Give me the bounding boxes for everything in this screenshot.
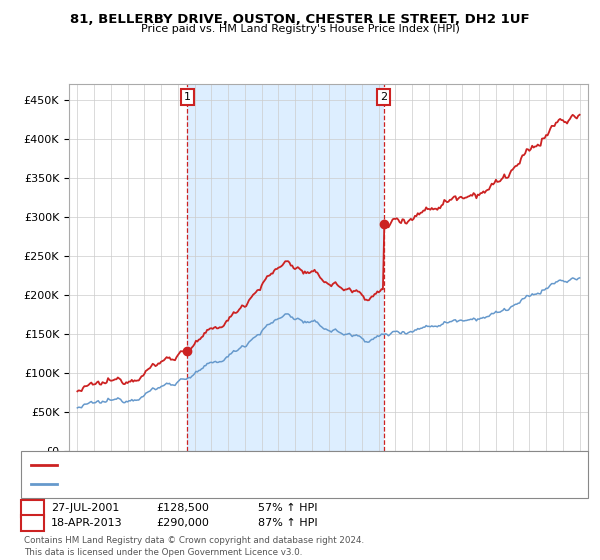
Text: 57% ↑ HPI: 57% ↑ HPI <box>258 503 317 514</box>
Text: 1: 1 <box>29 503 36 514</box>
Text: 81, BELLERBY DRIVE, OUSTON, CHESTER LE STREET, DH2 1UF (detached house): 81, BELLERBY DRIVE, OUSTON, CHESTER LE S… <box>63 460 470 470</box>
Text: Contains HM Land Registry data © Crown copyright and database right 2024.
This d: Contains HM Land Registry data © Crown c… <box>24 536 364 557</box>
Text: £290,000: £290,000 <box>156 518 209 528</box>
Text: 18-APR-2013: 18-APR-2013 <box>51 518 122 528</box>
Text: 87% ↑ HPI: 87% ↑ HPI <box>258 518 317 528</box>
Text: 81, BELLERBY DRIVE, OUSTON, CHESTER LE STREET, DH2 1UF: 81, BELLERBY DRIVE, OUSTON, CHESTER LE S… <box>70 13 530 26</box>
Text: 2: 2 <box>29 518 36 528</box>
Text: Price paid vs. HM Land Registry's House Price Index (HPI): Price paid vs. HM Land Registry's House … <box>140 24 460 34</box>
Text: 2: 2 <box>380 92 387 102</box>
Text: 27-JUL-2001: 27-JUL-2001 <box>51 503 119 514</box>
Bar <box>187 84 383 451</box>
Text: 1: 1 <box>184 92 191 102</box>
Text: HPI: Average price, detached house, County Durham: HPI: Average price, detached house, Coun… <box>63 479 329 489</box>
Text: £128,500: £128,500 <box>156 503 209 514</box>
